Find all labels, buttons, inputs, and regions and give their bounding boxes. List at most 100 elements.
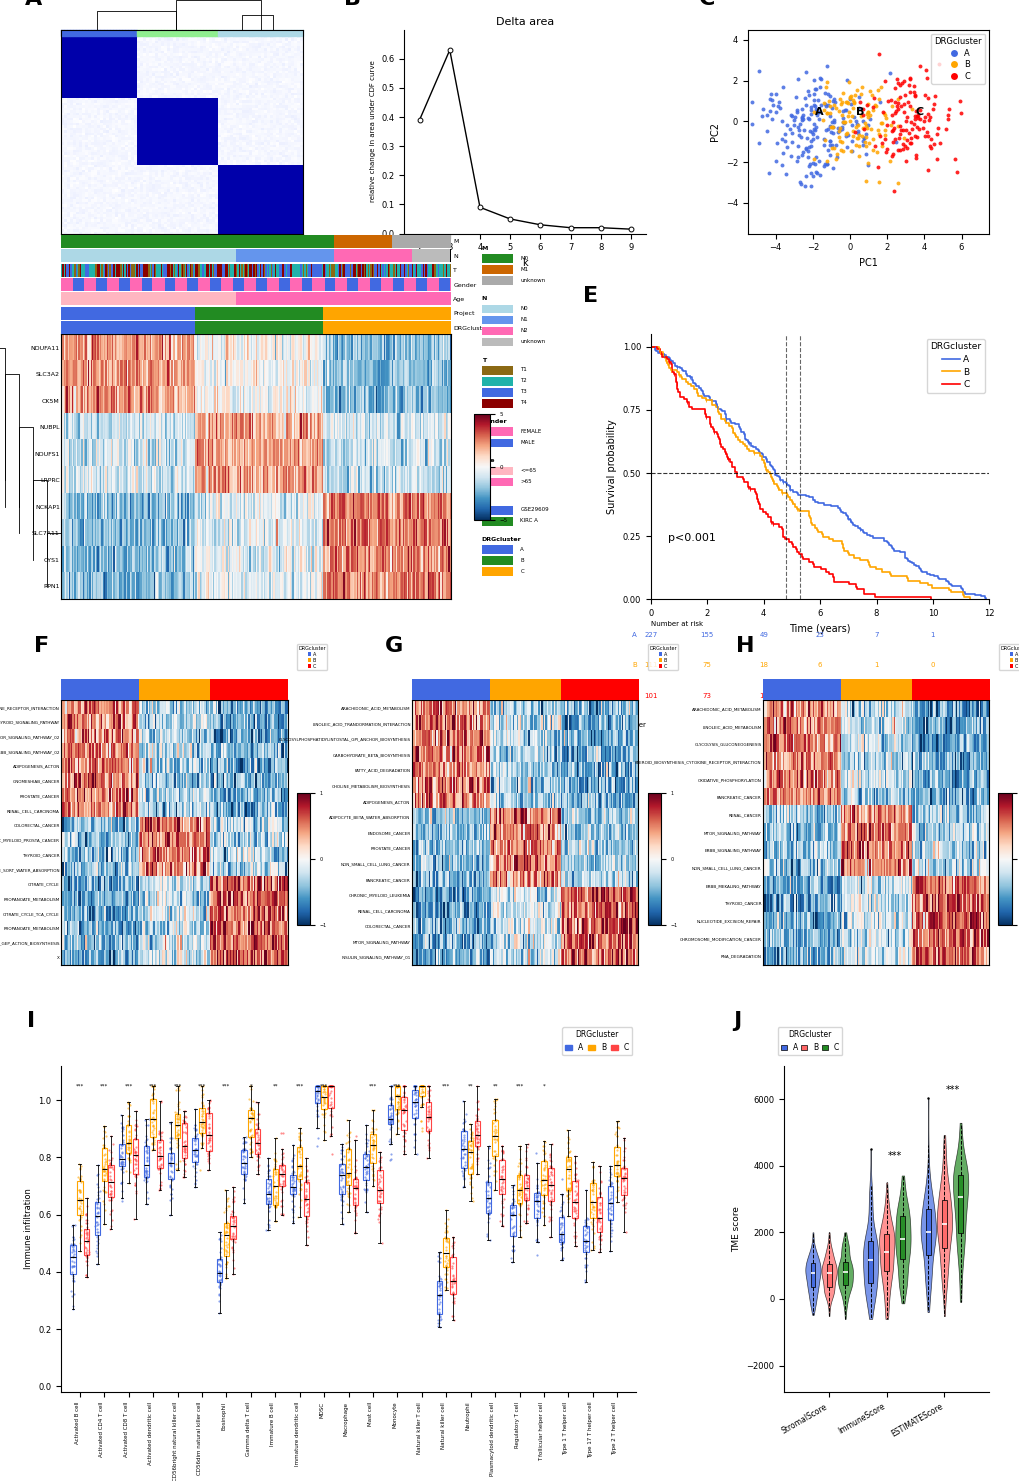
Point	[358, 1167, 374, 1191]
Point	[347, 1164, 364, 1188]
Point	[867, 139, 883, 163]
Point	[291, 1176, 308, 1200]
Point	[444, 1290, 461, 1314]
Point	[259, 1186, 275, 1210]
Point	[586, 1220, 602, 1244]
Point	[169, 1136, 185, 1160]
Point	[406, 1074, 422, 1097]
Point	[888, 99, 904, 123]
Point	[162, 1160, 178, 1183]
Point	[909, 105, 925, 129]
Point	[387, 1102, 404, 1126]
Point	[261, 1164, 277, 1188]
Point	[151, 1120, 167, 1143]
Point	[721, 154, 738, 178]
Point	[358, 1171, 374, 1195]
Point	[225, 1247, 242, 1271]
Point	[64, 1256, 81, 1280]
Point	[454, 1137, 471, 1161]
Point	[590, 1208, 606, 1232]
Point	[823, 114, 840, 138]
Point	[285, 1179, 302, 1203]
Text: *: *	[250, 1084, 252, 1089]
Point	[66, 1250, 83, 1274]
Point	[121, 1151, 138, 1174]
Point	[407, 1129, 423, 1152]
Point	[382, 1103, 398, 1127]
Point	[176, 1120, 193, 1143]
Point	[584, 1170, 600, 1194]
Point	[211, 1241, 227, 1265]
Point	[553, 1192, 570, 1216]
Point	[115, 1157, 131, 1180]
Point	[585, 1155, 601, 1179]
Point	[218, 1226, 234, 1250]
Point	[394, 1074, 411, 1097]
Point	[430, 1269, 446, 1293]
Point	[189, 1143, 205, 1167]
Point	[887, 101, 903, 124]
Point	[112, 1151, 128, 1174]
Point	[210, 1269, 226, 1293]
Point	[72, 1201, 89, 1225]
Point	[895, 93, 911, 117]
Point	[72, 1164, 89, 1188]
Point	[78, 1223, 95, 1247]
Point	[176, 1158, 193, 1182]
Point	[218, 1188, 234, 1211]
Point	[468, 1126, 484, 1149]
Point	[406, 1074, 422, 1097]
Point	[511, 1183, 527, 1207]
Point	[761, 99, 777, 123]
Point	[917, 120, 933, 144]
Point	[218, 1219, 234, 1243]
Point	[248, 1137, 264, 1161]
Point	[64, 1214, 81, 1238]
Point	[201, 1129, 217, 1152]
Point	[78, 1244, 95, 1268]
Point	[66, 1213, 83, 1237]
Point	[141, 1108, 157, 1131]
Point	[322, 1123, 338, 1146]
Text: A: A	[24, 0, 42, 9]
Point	[382, 1094, 398, 1118]
Point	[146, 1074, 162, 1097]
Point	[290, 1169, 307, 1192]
Point	[469, 1163, 485, 1186]
Point	[408, 1074, 424, 1097]
Point	[542, 1208, 558, 1232]
Point	[591, 1191, 607, 1214]
Point	[102, 1151, 118, 1174]
Point	[346, 1186, 363, 1210]
Point	[543, 1157, 559, 1180]
Point	[128, 1109, 145, 1133]
Point	[127, 1143, 144, 1167]
Point	[360, 1139, 376, 1163]
Point	[267, 1149, 283, 1173]
Point	[176, 1152, 193, 1176]
Point	[365, 1160, 381, 1183]
Point	[608, 1149, 625, 1173]
Point	[195, 1083, 211, 1106]
Point	[535, 1213, 551, 1237]
Point	[444, 1272, 461, 1296]
Point	[89, 1234, 105, 1257]
Point	[805, 81, 821, 105]
Point	[834, 116, 850, 139]
Point	[592, 1214, 608, 1238]
Point	[616, 1166, 633, 1189]
Point	[365, 1131, 381, 1155]
Point	[341, 1136, 358, 1160]
Point	[346, 1174, 363, 1198]
Point	[916, 105, 932, 129]
Point	[242, 1118, 258, 1142]
Point	[779, 113, 795, 136]
Point	[876, 118, 893, 142]
Point	[187, 1160, 204, 1183]
Point	[559, 1149, 576, 1173]
Point	[102, 1174, 118, 1198]
Point	[591, 1225, 607, 1248]
Point	[176, 1136, 193, 1160]
Point	[104, 1146, 120, 1170]
Point	[470, 1136, 486, 1160]
